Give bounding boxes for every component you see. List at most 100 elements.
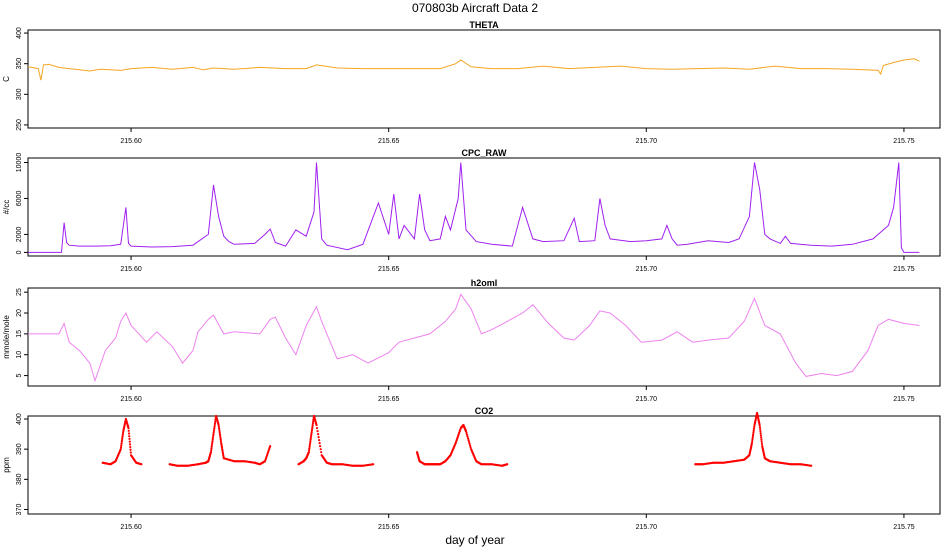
data-point [129, 448, 132, 451]
data-point [214, 420, 217, 423]
data-point [218, 431, 221, 434]
data-point [128, 437, 131, 441]
data-point [212, 429, 216, 432]
data-point [218, 427, 221, 430]
y-tick-label: 380 [16, 473, 23, 485]
data-point [758, 423, 761, 427]
data-point [751, 436, 754, 439]
y-tick-label: 400 [16, 27, 23, 39]
y-tick-label: 15 [16, 330, 23, 338]
data-point [751, 440, 754, 443]
data-point [213, 423, 216, 427]
y-tick-label: 10000 [16, 153, 23, 173]
x-tick-label: 215.65 [378, 396, 400, 403]
data-point [311, 425, 314, 428]
y-tick-label: 350 [16, 58, 23, 70]
y-tick-label: 20 [16, 309, 23, 317]
data-point [311, 423, 314, 427]
figure-title: 070803b Aircraft Data 2 [412, 1, 538, 15]
y-tick-label: 400 [16, 413, 23, 425]
y-tick-label: 250 [16, 119, 23, 131]
x-tick-label: 215.75 [893, 266, 915, 273]
data-point [210, 443, 214, 447]
data-point [760, 442, 764, 446]
y-tick-label: 390 [16, 443, 23, 455]
data-point [751, 438, 754, 441]
data-point [312, 420, 315, 423]
series-line-0 [28, 162, 920, 253]
x-tick-label: 215.60 [120, 138, 142, 145]
data-point [320, 451, 323, 454]
x-tick-label: 215.60 [120, 396, 142, 403]
plot-frame [27, 287, 941, 387]
panel-title: h2oml [471, 278, 498, 288]
data-point [759, 432, 762, 435]
data-point [128, 440, 131, 443]
data-point [760, 436, 763, 439]
data-point [212, 431, 215, 434]
data-point [140, 463, 143, 466]
y-tick-label: 5 [16, 374, 23, 378]
data-point [752, 432, 755, 436]
data-point [750, 442, 754, 445]
data-point [308, 447, 311, 450]
data-point [217, 423, 220, 427]
data-point [465, 431, 468, 434]
data-point [468, 444, 472, 447]
y-tick-label: 0 [16, 250, 23, 254]
data-point [468, 442, 471, 445]
data-point [309, 436, 312, 439]
data-point [219, 436, 222, 439]
data-point [212, 432, 215, 436]
data-point [759, 430, 762, 433]
data-point [316, 429, 319, 433]
data-point [810, 464, 813, 467]
x-tick-label: 215.75 [893, 138, 915, 145]
data-point [210, 445, 213, 448]
plot-frame [27, 157, 941, 257]
data-point [318, 439, 321, 442]
data-point [213, 422, 217, 425]
data-point [506, 463, 509, 466]
data-point [759, 434, 763, 437]
data-point [213, 425, 216, 428]
data-point [315, 426, 319, 430]
data-point [309, 440, 312, 443]
data-point [308, 443, 311, 447]
data-point [752, 431, 755, 434]
data-point [310, 431, 313, 434]
data-point [209, 451, 213, 454]
x-tick-label: 215.70 [636, 266, 658, 273]
data-point [119, 446, 123, 449]
data-point [467, 439, 470, 442]
panel-2: h2oml mmole/mole 5 10 15 20 25 215.60 215.65 215.… [2, 278, 941, 403]
data-point [121, 435, 124, 438]
data-point [752, 427, 756, 430]
data-point [212, 434, 215, 438]
data-point [760, 438, 763, 441]
y-axis-label: mmole/mole [2, 315, 11, 359]
data-point [752, 429, 755, 432]
data-point [119, 448, 122, 451]
x-tick-label: 215.75 [893, 524, 915, 531]
y-axis-label: C [2, 76, 11, 82]
x-axis-label: day of year [445, 533, 504, 547]
data-point [760, 440, 763, 444]
data-point [219, 438, 222, 441]
data-point [128, 443, 132, 446]
panel-0: THETA C 250 300 350 400 215.60 215.65 215.70 215.… [2, 20, 941, 145]
data-point [211, 442, 214, 445]
data-point [127, 429, 130, 432]
data-point [120, 439, 124, 442]
x-tick-label: 215.60 [120, 266, 142, 273]
series-line-0 [27, 58, 920, 81]
data-point [372, 463, 375, 466]
data-point [219, 440, 223, 443]
data-point [759, 428, 762, 431]
panel-title: CO2 [475, 406, 494, 416]
data-point [120, 440, 123, 444]
data-point [213, 427, 216, 430]
data-point [465, 433, 469, 436]
